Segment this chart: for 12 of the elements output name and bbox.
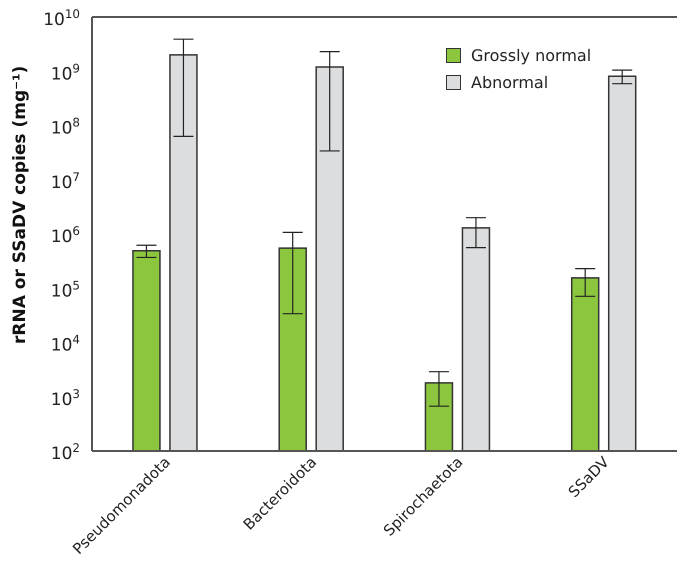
y-tick-label: 10$^{8}$: [50, 116, 80, 138]
legend-label: Abnormal: [471, 73, 548, 92]
y-tick-label: 10$^{2}$: [50, 441, 80, 464]
y-tick-label: 10$^{5}$: [50, 278, 80, 302]
y-axis-title: rRNA or SSaDV copies (mg⁻¹): [10, 66, 30, 344]
y-tick-label: 10$^{6}$: [50, 224, 80, 247]
y-tick-label: 10$^{9}$: [50, 61, 80, 84]
y-tick-label: 10$^{4}$: [50, 332, 80, 356]
y-tick-label: 10$^{10}$: [43, 7, 80, 30]
y-tick-label: 10$^{7}$: [50, 170, 80, 193]
y-tick-label: 10$^{3}$: [50, 386, 80, 410]
legend-label: Grossly normal: [471, 46, 592, 65]
